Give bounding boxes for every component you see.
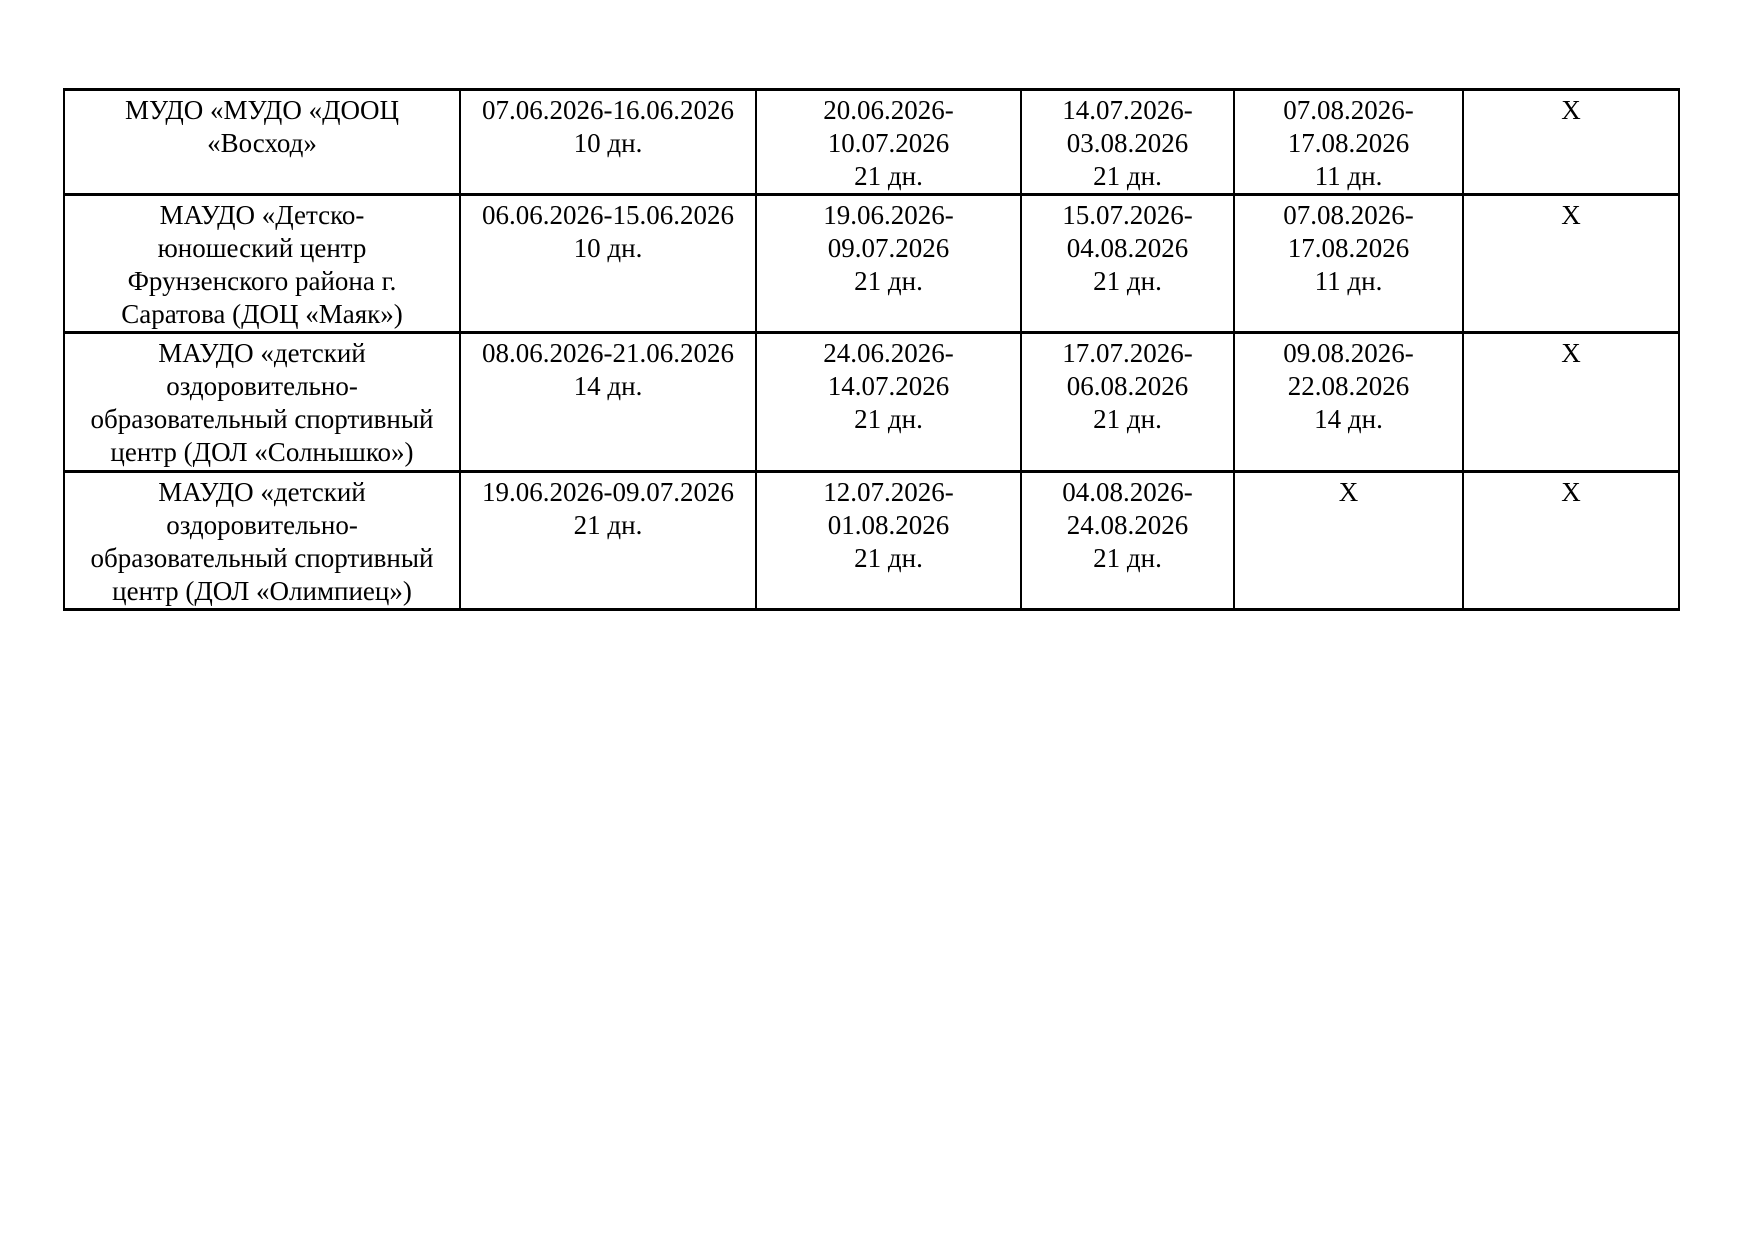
table-cell-shift-2: 20.06.2026- 10.07.2026 21 дн.	[755, 88, 1022, 196]
table-cell-shift-3: 14.07.2026- 03.08.2026 21 дн.	[1020, 88, 1235, 196]
table-row: МАУДО «Детско- юношеский центр Фрунзенск…	[63, 193, 1680, 334]
table-cell-shift-5: Х	[1462, 193, 1680, 334]
table-cell-shift-4: Х	[1233, 470, 1464, 611]
table-cell-shift-3: 17.07.2026- 06.08.2026 21 дн.	[1020, 331, 1235, 473]
table-cell-shift-2: 12.07.2026- 01.08.2026 21 дн.	[755, 470, 1022, 611]
table-cell-shift-3: 15.07.2026- 04.08.2026 21 дн.	[1020, 193, 1235, 334]
table-cell-shift-1: 19.06.2026-09.07.2026 21 дн.	[459, 470, 757, 611]
camp-schedule-table: МУДО «МУДО «ДООЦ «Восход» 07.06.2026-16.…	[63, 88, 1680, 611]
table-cell-organization: МАУДО «детский оздоровительно- образоват…	[63, 331, 461, 473]
table-cell-organization: МУДО «МУДО «ДООЦ «Восход»	[63, 88, 461, 196]
table-cell-shift-1: 07.06.2026-16.06.2026 10 дн.	[459, 88, 757, 196]
table-row: МУДО «МУДО «ДООЦ «Восход» 07.06.2026-16.…	[63, 88, 1680, 196]
table-row: МАУДО «детский оздоровительно- образоват…	[63, 331, 1680, 473]
table-cell-shift-5: Х	[1462, 88, 1680, 196]
table-cell-shift-5: Х	[1462, 470, 1680, 611]
table-cell-shift-5: Х	[1462, 331, 1680, 473]
table-cell-shift-4: 07.08.2026- 17.08.2026 11 дн.	[1233, 193, 1464, 334]
table-cell-shift-4: 09.08.2026- 22.08.2026 14 дн.	[1233, 331, 1464, 473]
table-row: МАУДО «детский оздоровительно- образоват…	[63, 470, 1680, 611]
table-cell-shift-3: 04.08.2026- 24.08.2026 21 дн.	[1020, 470, 1235, 611]
table-cell-shift-2: 24.06.2026- 14.07.2026 21 дн.	[755, 331, 1022, 473]
table-cell-organization: МАУДО «Детско- юношеский центр Фрунзенск…	[63, 193, 461, 334]
table-cell-shift-1: 08.06.2026-21.06.2026 14 дн.	[459, 331, 757, 473]
table-cell-shift-2: 19.06.2026- 09.07.2026 21 дн.	[755, 193, 1022, 334]
table-cell-shift-1: 06.06.2026-15.06.2026 10 дн.	[459, 193, 757, 334]
table-cell-organization: МАУДО «детский оздоровительно- образоват…	[63, 470, 461, 611]
table-cell-shift-4: 07.08.2026- 17.08.2026 11 дн.	[1233, 88, 1464, 196]
